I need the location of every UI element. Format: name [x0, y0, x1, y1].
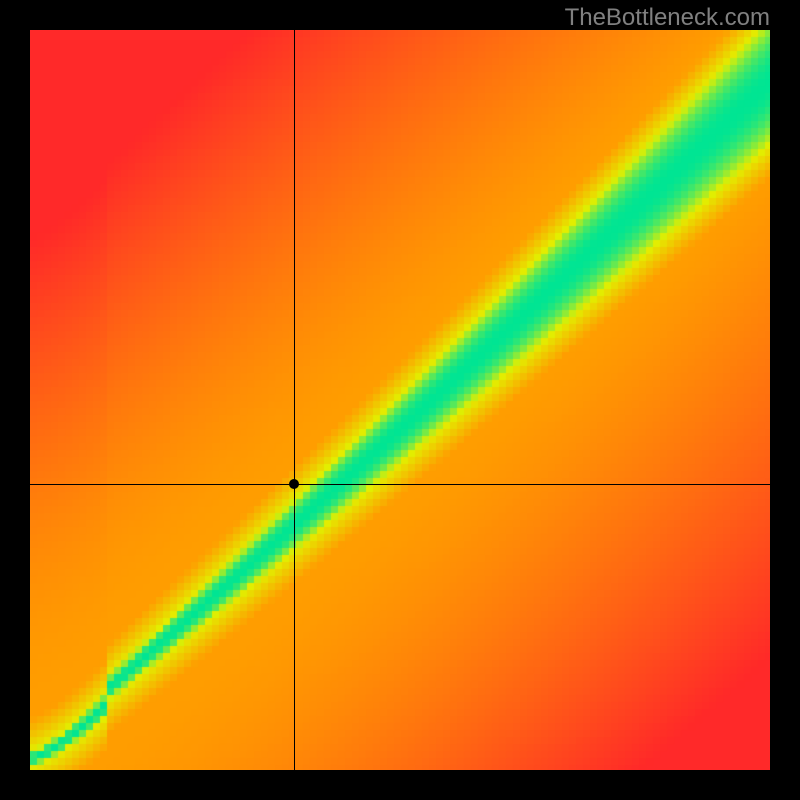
plot-area: [30, 30, 770, 770]
crosshair-horizontal: [30, 484, 770, 485]
watermark-text: TheBottleneck.com: [565, 4, 770, 32]
marker-point: [289, 479, 299, 489]
crosshair-vertical: [294, 30, 295, 770]
heatmap-canvas: [30, 30, 770, 770]
